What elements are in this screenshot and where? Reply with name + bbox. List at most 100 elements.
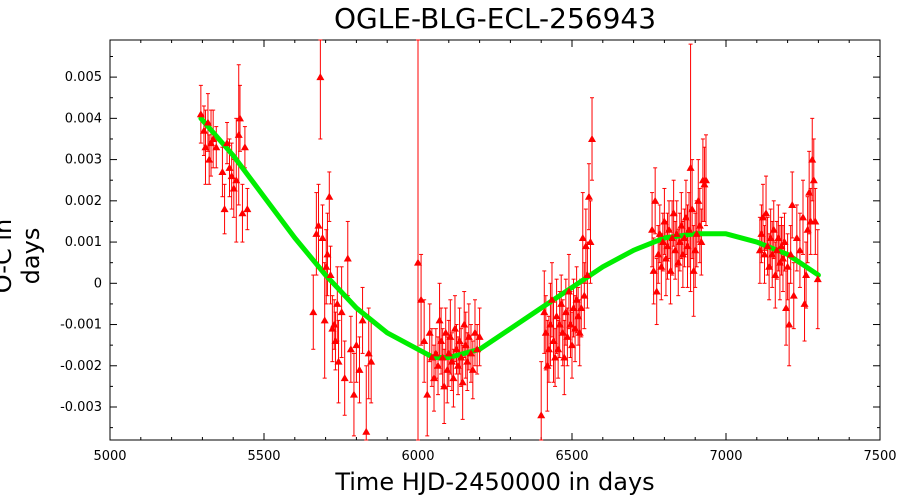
data-point [541,328,550,336]
data-point [470,328,479,336]
data-point [196,110,205,118]
data-point [316,73,325,81]
data-point [692,229,701,237]
data-point [331,337,340,345]
data-point [762,209,771,217]
data-point [238,209,247,217]
data-point [563,332,572,340]
data-point [438,353,447,361]
data-point [212,143,221,151]
data-point [540,308,549,316]
data-point [803,225,812,233]
data-point [694,196,703,204]
data-point [330,320,339,328]
data-point [458,378,467,386]
data-point [437,337,446,345]
data-point [802,271,811,279]
data-point [457,353,466,361]
data-point [811,217,820,225]
data-point [355,365,364,373]
errorbars-group [198,39,820,441]
data-point [799,213,807,221]
data-point [349,390,358,398]
data-point [786,250,795,258]
data-point [220,205,229,213]
y-tick-label: 0 [94,276,102,291]
data-point [768,250,777,258]
data-point [223,139,232,147]
data-point [769,225,778,233]
y-tick-label: 0.001 [65,235,102,250]
data-point [685,225,694,233]
data-point [695,221,704,229]
data-point [431,349,440,357]
data-point [547,295,556,303]
data-point [367,357,376,365]
data-point [334,357,343,365]
data-point [772,246,781,254]
data-point [672,229,681,237]
data-point [568,341,576,349]
data-point [452,345,461,353]
data-point [434,361,443,369]
data-point [455,337,464,345]
data-point [586,238,595,246]
data-point [666,266,675,274]
data-point [473,345,482,353]
data-point [655,229,664,237]
data-point [549,337,558,345]
x-axis-label: Time HJD-2450000 in days [335,468,655,496]
data-point [758,213,767,221]
data-point [671,246,680,254]
data-point [580,291,589,299]
data-point [652,287,661,295]
fit-curve-group [198,115,821,360]
data-point [454,361,463,369]
data-point [660,217,669,225]
data-point [669,209,678,217]
data-point [763,242,772,250]
data-point [775,258,784,266]
data-point [760,250,769,258]
data-point [417,295,426,303]
data-point [577,304,586,312]
x-tick-label: 5000 [93,449,126,464]
data-point [322,262,331,270]
y-tick-label: -0.003 [60,400,102,415]
data-point [572,295,581,303]
data-point [333,299,342,307]
data-point [648,225,657,233]
data-points-group [196,73,822,435]
data-point [460,320,469,328]
data-point [243,205,252,213]
data-point [584,192,593,200]
data-point [792,233,801,241]
data-point [783,262,792,270]
data-point [564,287,573,295]
data-point [475,332,484,340]
data-point [358,316,367,324]
data-point [578,233,587,241]
data-point [449,374,458,382]
x-tick-label: 5500 [247,449,280,464]
data-point [778,254,787,262]
data-point [561,308,570,316]
data-point [463,357,472,365]
y-tick-label: 0.004 [65,111,102,126]
data-point [199,126,208,134]
data-point [312,229,321,237]
data-point [681,213,690,221]
y-tick-label: 0.002 [65,194,102,209]
data-point [668,233,677,241]
data-point [461,341,470,349]
data-point [340,374,349,382]
data-point [430,374,439,382]
data-point [688,205,697,213]
data-point [414,258,422,266]
x-tick-label: 7000 [709,449,742,464]
data-point [441,328,450,336]
data-point [574,312,583,320]
data-point [661,254,670,262]
data-point [227,172,236,180]
